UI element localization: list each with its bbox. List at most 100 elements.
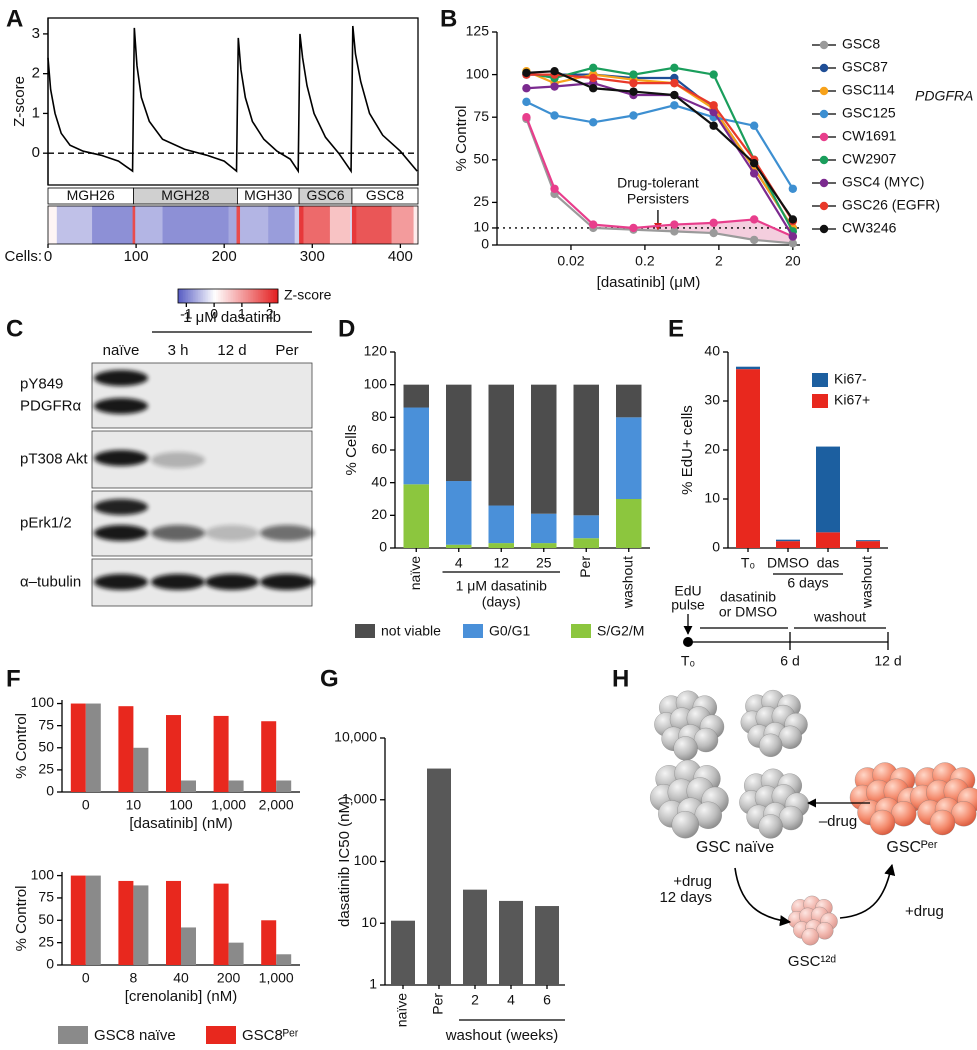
legend-swatch bbox=[812, 373, 828, 387]
heatmap-cell bbox=[92, 206, 133, 244]
data-point bbox=[522, 113, 531, 122]
colorbar-step bbox=[223, 289, 226, 303]
y-tick-label: 40 bbox=[371, 473, 387, 489]
legend-label: GSC125 bbox=[842, 105, 896, 121]
bar bbox=[213, 715, 229, 792]
colorbar-step bbox=[206, 289, 209, 303]
heatmap-cell bbox=[240, 206, 269, 244]
legend-swatch bbox=[463, 624, 483, 638]
x-tick-label: 0.02 bbox=[557, 253, 584, 269]
x-tick-label: 20 bbox=[785, 253, 801, 269]
colorbar-step bbox=[268, 289, 271, 303]
colorbar-step bbox=[233, 289, 236, 303]
colorbar-step bbox=[261, 289, 264, 303]
legend-swatch bbox=[812, 394, 828, 408]
y-axis-label: % Control bbox=[13, 886, 30, 952]
timeline-label: or DMSO bbox=[719, 604, 777, 620]
colorbar-step bbox=[244, 289, 247, 303]
colorbar-step bbox=[274, 289, 277, 303]
timeline-label: 12 d bbox=[874, 653, 901, 669]
series-line bbox=[525, 116, 794, 238]
legend-label: GSC8 bbox=[842, 36, 880, 52]
panel-label: C bbox=[6, 315, 23, 342]
y-tick-label: 50 bbox=[38, 738, 54, 754]
colorbar-tick-label: 2 bbox=[266, 306, 274, 322]
edge-arrow bbox=[734, 867, 792, 927]
colorbar-step bbox=[188, 289, 191, 303]
colorbar-step bbox=[231, 289, 234, 303]
y-tick-label: 0 bbox=[379, 539, 387, 555]
legend-label: GSC8 naïve bbox=[94, 1027, 176, 1044]
blot-band bbox=[94, 574, 148, 590]
bar bbox=[535, 906, 559, 985]
series-line bbox=[47, 25, 418, 174]
group-label: MGH28 bbox=[161, 187, 209, 203]
y-tick-label: 0 bbox=[481, 236, 489, 252]
blot-band bbox=[260, 574, 314, 590]
bar bbox=[228, 780, 244, 792]
colorbar-step bbox=[184, 289, 187, 303]
colorbar-step bbox=[216, 289, 219, 303]
data-point bbox=[629, 70, 638, 79]
colorbar-step bbox=[246, 289, 249, 303]
x-tick-label: 0 bbox=[82, 797, 90, 813]
heatmap-cell bbox=[299, 206, 304, 244]
colorbar-step bbox=[214, 289, 217, 303]
x-tick-label: naïve bbox=[407, 556, 423, 590]
heatmap-cell bbox=[236, 206, 241, 244]
bar bbox=[261, 920, 277, 965]
series-line bbox=[526, 82, 794, 238]
bar bbox=[213, 883, 229, 965]
y-tick-label: 3 bbox=[32, 25, 40, 42]
x-tick-label: 400 bbox=[388, 248, 413, 265]
edge-label: +drug bbox=[673, 873, 712, 890]
bar-segment bbox=[816, 532, 840, 548]
bar bbox=[118, 880, 134, 965]
legend-label: CW2907 bbox=[842, 151, 897, 167]
data-point bbox=[749, 159, 759, 168]
x-axis-label: [dasatinib] (μM) bbox=[597, 274, 701, 291]
data-point bbox=[670, 78, 679, 88]
data-point bbox=[629, 111, 638, 120]
data-point bbox=[589, 63, 598, 72]
y-tick-label: 10 bbox=[473, 219, 489, 235]
cell-sphere bbox=[929, 809, 956, 836]
group-label: MGH26 bbox=[67, 187, 115, 203]
data-point bbox=[670, 220, 679, 229]
x-axis-label: [crenolanib] (nM) bbox=[125, 988, 238, 1005]
bar bbox=[261, 721, 277, 792]
data-point bbox=[629, 87, 638, 96]
data-point bbox=[550, 82, 559, 91]
blot-band bbox=[94, 499, 148, 515]
lane-label: Per bbox=[275, 342, 298, 359]
annotation: Persisters bbox=[627, 191, 689, 207]
edge-label: –drug bbox=[819, 813, 857, 830]
series-line bbox=[526, 70, 794, 221]
bar bbox=[427, 768, 451, 985]
data-point bbox=[709, 121, 718, 130]
lane-label: 3 h bbox=[168, 342, 189, 359]
x-tick-label: naïve bbox=[394, 993, 410, 1027]
bar bbox=[276, 954, 292, 965]
colorbar-step bbox=[238, 289, 241, 303]
colorbar-step bbox=[251, 289, 254, 303]
heatmap-cell bbox=[162, 206, 229, 244]
legend-marker bbox=[819, 132, 829, 142]
x-tick-label: 4 bbox=[507, 992, 515, 1008]
data-point bbox=[589, 73, 598, 83]
legend-label: CW1691 bbox=[842, 128, 897, 144]
x-tick-label: 4 bbox=[455, 555, 463, 571]
blot-band bbox=[94, 450, 148, 466]
bar bbox=[463, 889, 487, 985]
timeline-label: 6 d bbox=[780, 653, 799, 669]
group-label: 6 days bbox=[787, 575, 828, 591]
data-point bbox=[788, 184, 798, 193]
colorbar-step bbox=[208, 289, 211, 303]
y-axis-label: Z-score bbox=[11, 76, 28, 127]
colorbar-step bbox=[269, 289, 272, 303]
bar-segment bbox=[573, 515, 599, 539]
y-tick-label: 0 bbox=[46, 956, 54, 972]
row-label: pT308 Akt bbox=[20, 450, 88, 467]
colorbar-step bbox=[179, 289, 182, 303]
